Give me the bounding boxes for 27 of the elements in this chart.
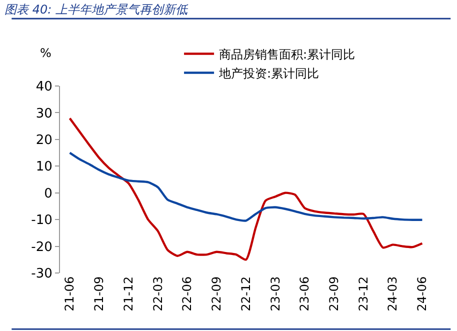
y-tick-label: -20 <box>31 240 52 255</box>
y-axis-title: % <box>40 46 52 60</box>
x-tick-label: 23-12 <box>356 276 370 312</box>
x-tick-label: 24-03 <box>386 276 400 312</box>
line-series <box>68 117 424 261</box>
y-tick-label: -30 <box>31 266 52 282</box>
x-tick-label: 23-03 <box>268 276 282 312</box>
x-tick-label: 22-06 <box>180 276 194 312</box>
line-series <box>68 152 424 222</box>
y-tick-label: 10 <box>36 160 52 175</box>
legend-label: 地产投资:累计同比 <box>218 66 320 80</box>
x-tick-label: 22-09 <box>210 276 224 312</box>
y-tick-label: 20 <box>36 132 52 148</box>
x-tick-label: 21-09 <box>92 276 106 312</box>
y-tick-label: -10 <box>31 213 52 228</box>
x-tick-label: 21-06 <box>62 276 77 312</box>
x-tick-label: 24-06 <box>415 276 430 312</box>
y-tick-label: 30 <box>36 106 52 122</box>
x-tick-label: 23-06 <box>298 276 312 312</box>
y-tick-label: 40 <box>36 80 52 95</box>
legend-label: 商品房销售面积:累计同比 <box>219 47 356 62</box>
x-tick-label: 22-12 <box>238 276 253 312</box>
x-tick-label: 21-12 <box>121 276 136 312</box>
y-tick-label: 0 <box>44 186 52 202</box>
chart-title: 图表 40: 上半年地产景气再创新低 <box>4 2 189 16</box>
x-tick-label: 23-09 <box>327 276 342 312</box>
x-tick-label: 22-03 <box>150 276 165 312</box>
